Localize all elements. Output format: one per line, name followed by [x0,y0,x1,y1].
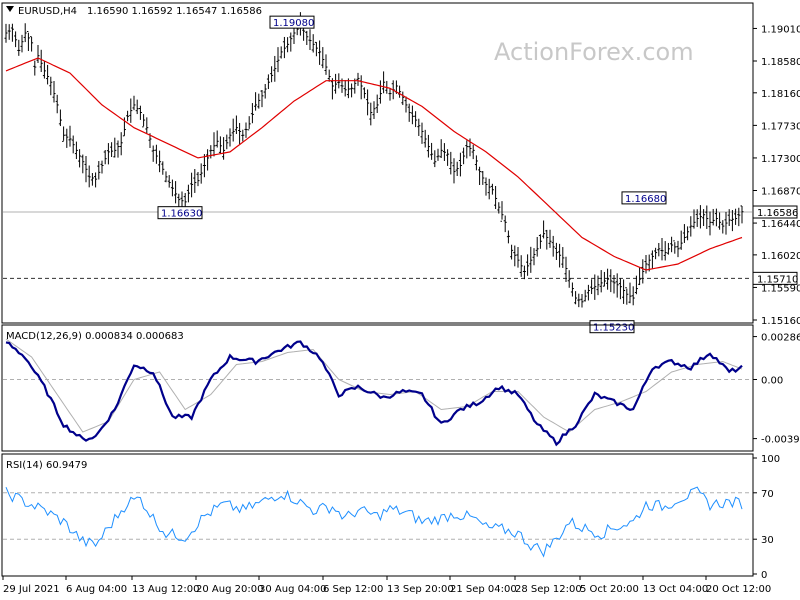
macd-panel-frame [1,324,754,452]
price-y-tick-label: 1.19010 [761,24,800,35]
price-annotation-label: 1.15230 [593,323,634,334]
x-tick-label: 20 Aug 20:00 [196,584,263,595]
price-level-box [752,205,798,219]
macd-y-tick-label: -0.00394 [761,435,800,446]
x-tick-label: 29 Jul 2021 [3,584,60,595]
x-tick-label: 20 Oct 12:00 [706,584,771,595]
rsi-title: RSI(14) 60.9479 [6,460,87,471]
symbol-title: EURUSD,H4 [18,6,77,17]
price-y-tick-label: 1.17300 [761,154,800,165]
watermark: ActionForex.com [494,38,694,66]
price-annotation-label: 1.19080 [273,18,314,29]
price-level-box [752,271,798,285]
x-tick-label: 13 Oct 04:00 [643,584,708,595]
price-y-tick-label: 1.15160 [761,316,800,327]
rsi-y-tick-label: 0 [761,570,767,581]
horizontal-line-labels: 1.16586 1.15710 [752,205,798,285]
price-y-tick-label: 1.16020 [761,251,800,262]
rsi-panel: RSI(14) 60.9479 100 70 30 0 [1,453,780,581]
x-tick-label: 6 Sep 12:00 [323,584,383,595]
x-tick-label: 13 Sep 20:00 [387,584,454,595]
x-tick-label: 21 Sep 04:00 [450,584,517,595]
price-bars [4,12,744,308]
rsi-level-lines [3,492,752,540]
rsi-line [5,486,743,558]
price-y-tick-label: 1.16440 [761,219,800,230]
menu-triangle-icon[interactable] [6,6,14,12]
price-annotation-box [157,206,203,220]
x-tick-label: 30 Aug 04:00 [259,584,326,595]
price-y-axis: 1.19010 1.18580 1.18160 1.17730 1.17300 1.168… [753,24,800,327]
price-level-label: 1.16586 [757,208,798,219]
rsi-y-tick-label: 30 [761,535,774,546]
macd-signal-line [5,338,743,433]
price-y-tick-label: 1.18580 [761,57,800,68]
x-tick-label: 6 Aug 04:00 [66,584,127,595]
rsi-y-tick-label: 70 [761,489,774,500]
macd-y-tick-label: 0.00 [761,376,783,387]
rsi-y-tick-label: 100 [761,454,780,465]
moving-average-line [5,57,743,271]
price-y-tick-label: 1.16870 [761,187,800,198]
macd-panel: MACD(12,26,9) 0.000834 0.000683 0.002861… [1,324,800,452]
price-y-tick-label: 1.15590 [761,283,800,294]
price-annotations: 1.19080 1.16630 1.16680 1.15230 [157,15,667,334]
x-tick-label: 5 Oct 20:00 [580,584,639,595]
macd-y-axis: 0.002861 0.00 -0.00394 [753,333,800,446]
price-y-tick-label: 1.18160 [761,89,800,100]
price-annotation-box [589,320,635,334]
price-annotation-label: 1.16680 [625,194,666,205]
ohlc-readout: 1.16590 1.16592 1.16547 1.16586 [87,6,262,17]
price-annotation-label: 1.16630 [161,209,202,220]
macd-title: MACD(12,26,9) 0.000834 0.000683 [6,331,184,342]
price-annotation-box [269,15,315,29]
price-annotation-box [621,191,667,205]
price-level-label: 1.15710 [757,274,798,285]
x-tick-label: 13 Aug 12:00 [132,584,199,595]
price-panel-frame [1,2,754,324]
x-tick-label: 28 Sep 12:00 [515,584,582,595]
price-panel: EURUSD,H4 1.16590 1.16592 1.16547 1.1658… [1,2,800,334]
macd-y-tick-label: 0.002861 [761,333,800,344]
rsi-panel-frame [1,453,754,577]
price-y-tick-label: 1.17730 [761,121,800,132]
rsi-y-axis: 100 70 30 0 [753,454,780,581]
macd-main-line [5,340,743,447]
